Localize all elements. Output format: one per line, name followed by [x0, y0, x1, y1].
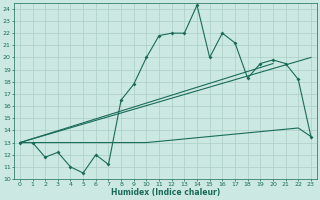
- X-axis label: Humidex (Indice chaleur): Humidex (Indice chaleur): [111, 188, 220, 197]
